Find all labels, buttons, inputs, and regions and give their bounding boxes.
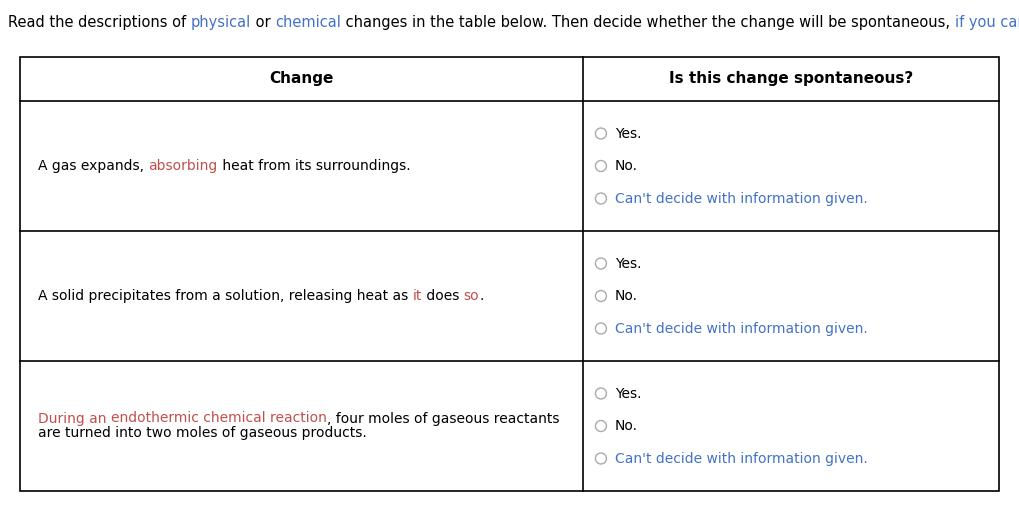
Text: .: .	[479, 289, 484, 303]
Text: it: it	[413, 289, 422, 303]
Text: Change: Change	[269, 72, 333, 86]
Text: Yes.: Yes.	[614, 126, 641, 140]
Text: if you can: if you can	[955, 15, 1019, 30]
Text: Read the descriptions of: Read the descriptions of	[8, 15, 191, 30]
Text: No.: No.	[614, 159, 638, 173]
Bar	[20, 57, 999, 491]
Text: endothermic chemical reaction: endothermic chemical reaction	[111, 412, 327, 426]
Text: A gas expands,: A gas expands,	[38, 159, 149, 173]
Text: Can't decide with information given.: Can't decide with information given.	[614, 451, 867, 466]
Text: Can't decide with information given.: Can't decide with information given.	[614, 191, 867, 206]
Text: No.: No.	[614, 419, 638, 433]
Text: Is this change spontaneous?: Is this change spontaneous?	[668, 72, 913, 86]
Text: Yes.: Yes.	[614, 386, 641, 400]
Text: chemical: chemical	[275, 15, 341, 30]
Text: changes in the table below. Then decide whether the change will be spontaneous,: changes in the table below. Then decide …	[341, 15, 955, 30]
Text: During an: During an	[38, 412, 111, 426]
Text: so: so	[464, 289, 479, 303]
Text: are turned into two moles of gaseous products.: are turned into two moles of gaseous pro…	[38, 427, 367, 440]
Text: Can't decide with information given.: Can't decide with information given.	[614, 322, 867, 335]
Text: , four moles of gaseous reactants: , four moles of gaseous reactants	[327, 412, 559, 426]
Text: absorbing: absorbing	[149, 159, 218, 173]
Text: Yes.: Yes.	[614, 257, 641, 271]
Text: or: or	[251, 15, 275, 30]
Text: physical: physical	[191, 15, 251, 30]
Text: No.: No.	[614, 289, 638, 303]
Text: A solid precipitates from a solution, releasing heat as: A solid precipitates from a solution, re…	[38, 289, 413, 303]
Text: does: does	[422, 289, 464, 303]
Text: heat from its surroundings.: heat from its surroundings.	[218, 159, 411, 173]
